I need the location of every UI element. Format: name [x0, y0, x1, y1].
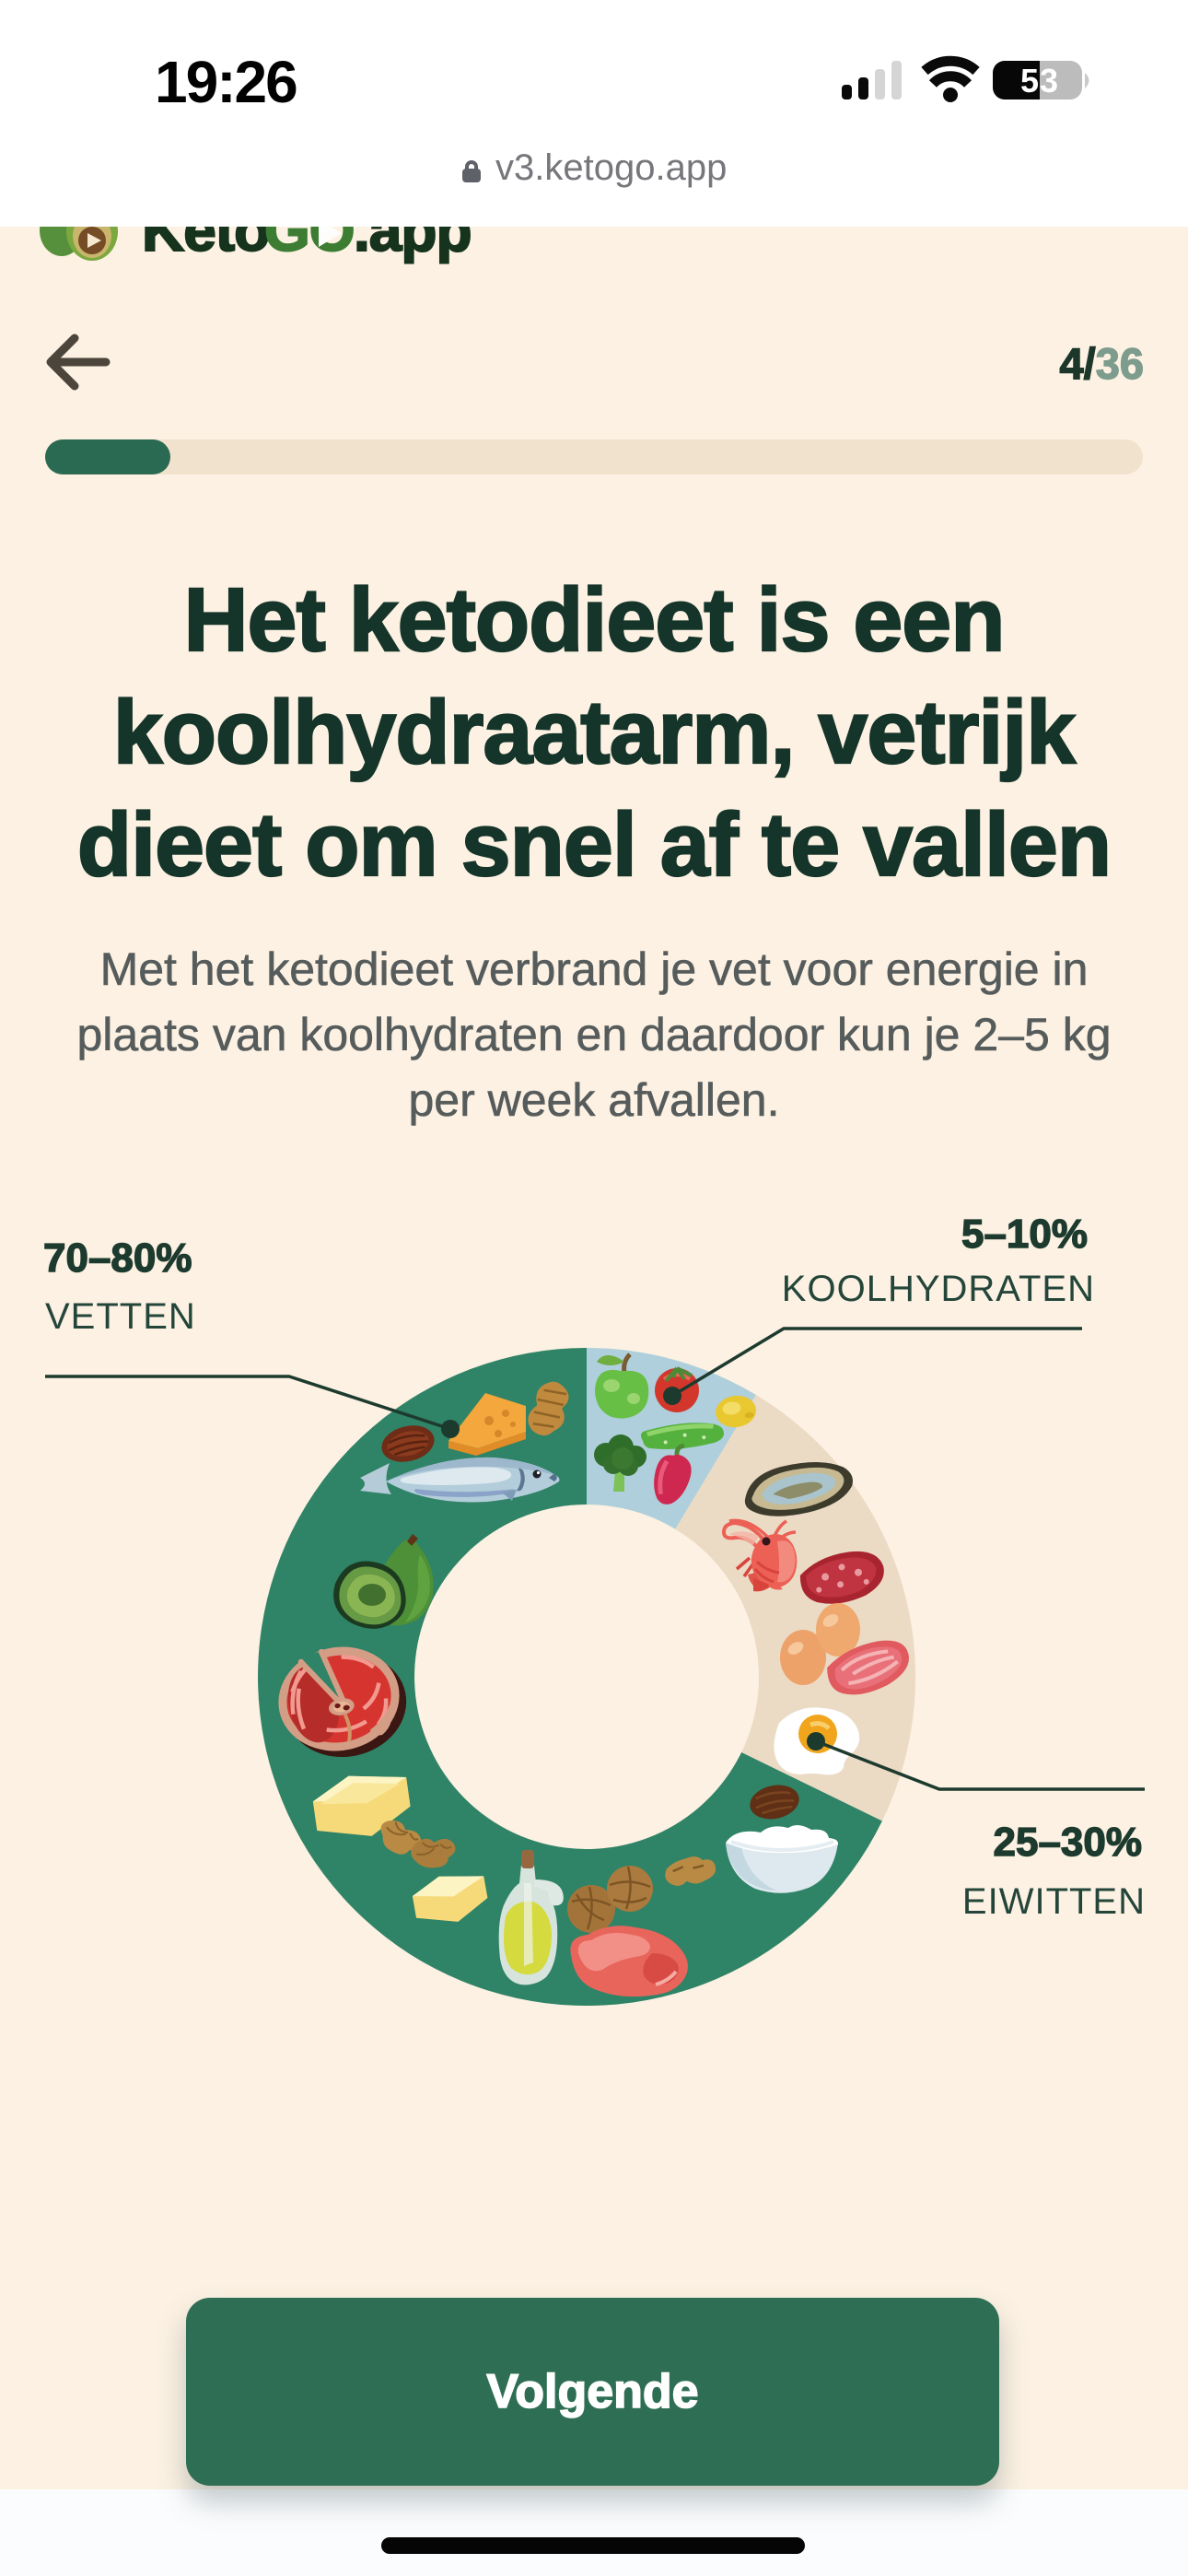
svg-text:53: 53: [1020, 62, 1059, 100]
